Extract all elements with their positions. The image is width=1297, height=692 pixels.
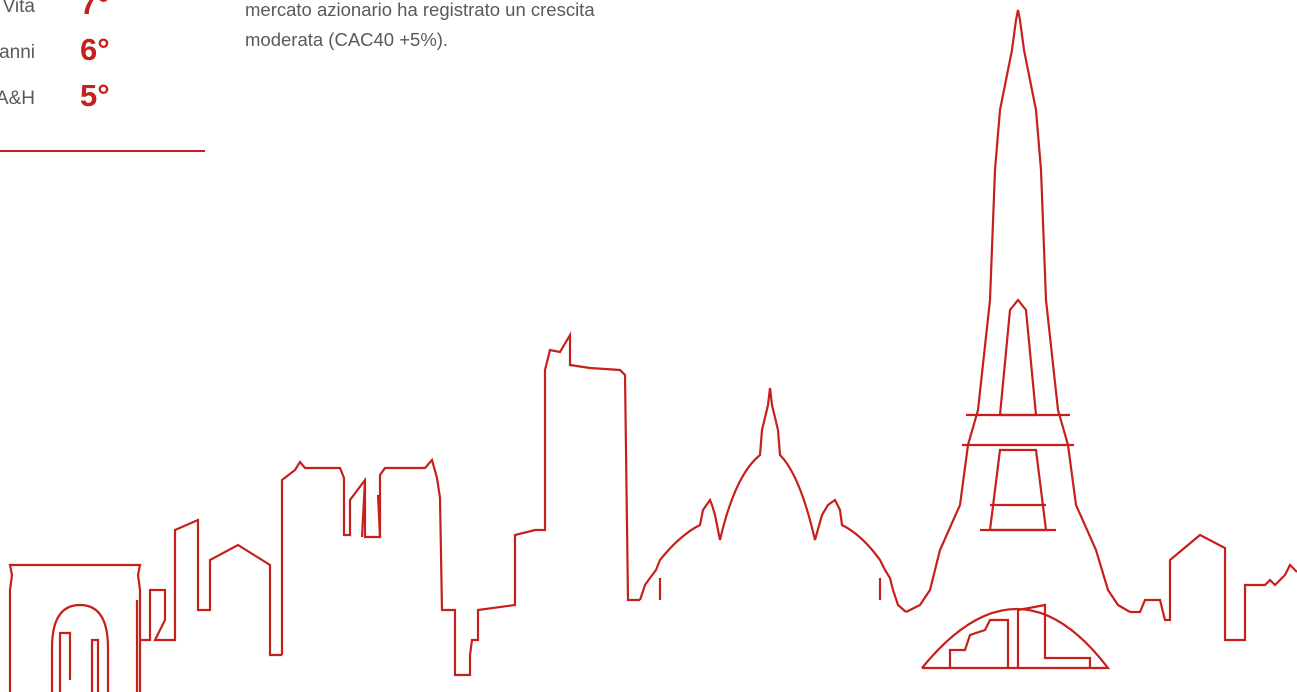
ranking-label: Vita: [2, 0, 35, 17]
eiffel-arch-buildings: [948, 603, 1092, 668]
notre-dame: [280, 330, 640, 677]
ranking-value: 6°: [80, 32, 110, 67]
arc-inner: [50, 603, 110, 692]
eiffel-inner-mid: [988, 448, 1048, 532]
market-paragraph: mercato azionario ha registrato un cresc…: [245, 0, 765, 55]
arc-de-triomphe: [8, 563, 142, 692]
market-ranking: Vita 7° Danni 6° A&H 5°: [0, 0, 205, 152]
building-block-left: [140, 518, 282, 657]
ranking-divider: [0, 150, 205, 152]
notre-dame-detail: [360, 479, 382, 538]
ranking-value: 7°: [80, 0, 110, 21]
paragraph-line: moderata (CAC40 +5%).: [245, 29, 449, 50]
ranking-label: A&H: [0, 88, 35, 109]
building-block-right: [1130, 533, 1297, 642]
ranking-row-ah: A&H 5°: [0, 70, 205, 116]
sacre-coeur: [638, 387, 907, 613]
arc-detail: [58, 631, 100, 692]
eiffel-first-platform: [962, 413, 1074, 532]
eiffel-tower: [905, 9, 1131, 613]
sacre-coeur-lines: [658, 578, 882, 600]
ranking-row-danni: Danni 6°: [0, 24, 205, 70]
paragraph-line: mercato azionario ha registrato un cresc…: [245, 0, 595, 20]
ranking-label: Danni: [0, 42, 35, 63]
ranking-row-vita: Vita 7°: [0, 0, 205, 24]
eiffel-inner-upper: [998, 298, 1038, 417]
ranking-value: 5°: [80, 78, 110, 113]
